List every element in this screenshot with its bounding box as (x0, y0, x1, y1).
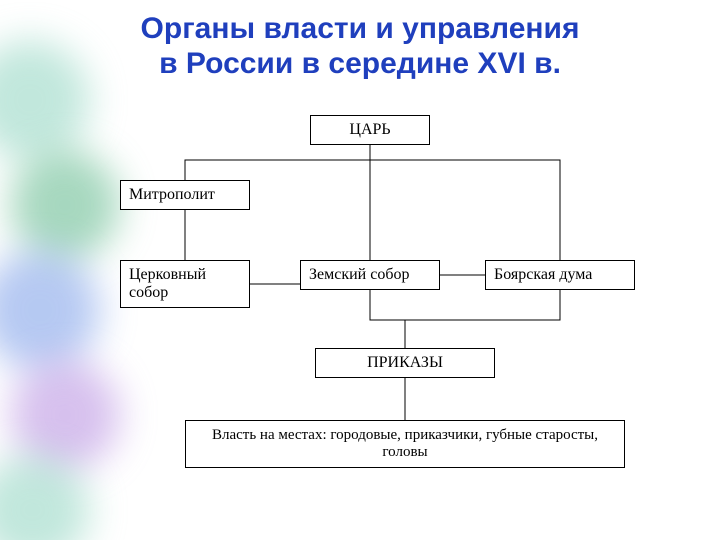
node-label: Митрополит (129, 186, 215, 204)
decor-blob (10, 150, 120, 260)
node-prikazy: ПРИКАЗЫ (315, 348, 495, 378)
node-label: Земский собор (309, 266, 409, 284)
node-local: Власть на местах: городовые, приказчики,… (185, 420, 625, 468)
slide-title: Органы власти и управления в России в се… (0, 12, 720, 81)
node-label: ЦАРЬ (349, 121, 390, 139)
decor-blob (0, 250, 100, 370)
node-zemsky: Земский собор (300, 260, 440, 290)
node-metropolit: Митрополит (120, 180, 250, 210)
node-label: Церковный собор (129, 266, 241, 302)
decor-blob (10, 360, 120, 470)
node-boyar: Боярская дума (485, 260, 635, 290)
node-label: Власть на местах: городовые, приказчики,… (194, 427, 616, 461)
node-church: Церковный собор (120, 260, 250, 308)
node-tsar: ЦАРЬ (310, 115, 430, 145)
diagram-stage: { "title": { "text": "Органы власти и уп… (0, 0, 720, 540)
node-label: ПРИКАЗЫ (367, 354, 443, 372)
node-label: Боярская дума (494, 266, 592, 284)
